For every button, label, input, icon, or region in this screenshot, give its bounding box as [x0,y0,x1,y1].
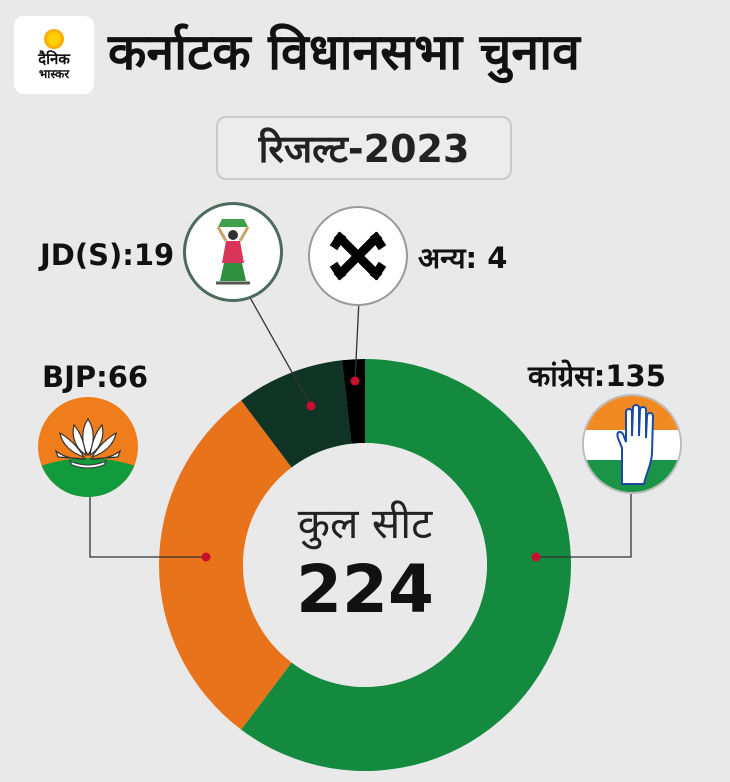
center-total: 224 [296,551,434,628]
leader-dot-congress [531,552,541,562]
bjp-lotus-icon [38,397,138,497]
logo-line-2: भास्कर [38,67,70,81]
center-label: कुल सीट [298,499,433,550]
label-congress: कांग्रेस:135 [528,359,666,393]
leader-dots [201,376,541,562]
leader-lines [89,293,632,558]
jds-farmer-woman-icon [183,202,283,302]
leader-dot-others [350,376,360,386]
leader-line-others [354,299,360,382]
label-jds: JD(S):19 [40,238,175,272]
slice-jds [241,360,352,468]
label-others: अन्य: 4 [418,241,508,275]
sun-icon [44,29,64,49]
donut-hole [243,443,487,687]
dainik-bhaskar-logo: दैनिक भास्कर [14,16,94,94]
page-title: कर्नाटक विधानसभा चुनाव [108,23,580,81]
subtitle-box: रिजल्ट-2023 [216,116,512,180]
leader-line-congress [536,493,632,558]
logo-line-1: दैनिक [38,50,70,68]
leader-dot-jds [306,401,316,411]
slice-bjp [159,400,292,730]
leader-line-jds [247,293,312,407]
others-ballot-icon [308,206,408,306]
label-bjp: BJP:66 [42,360,149,394]
slice-congress [241,359,572,771]
congress-hand-icon [582,394,682,494]
leader-dot-bjp [201,552,211,562]
page-subtitle: रिजल्ट-2023 [258,127,470,171]
leader-line-bjp [89,497,206,558]
